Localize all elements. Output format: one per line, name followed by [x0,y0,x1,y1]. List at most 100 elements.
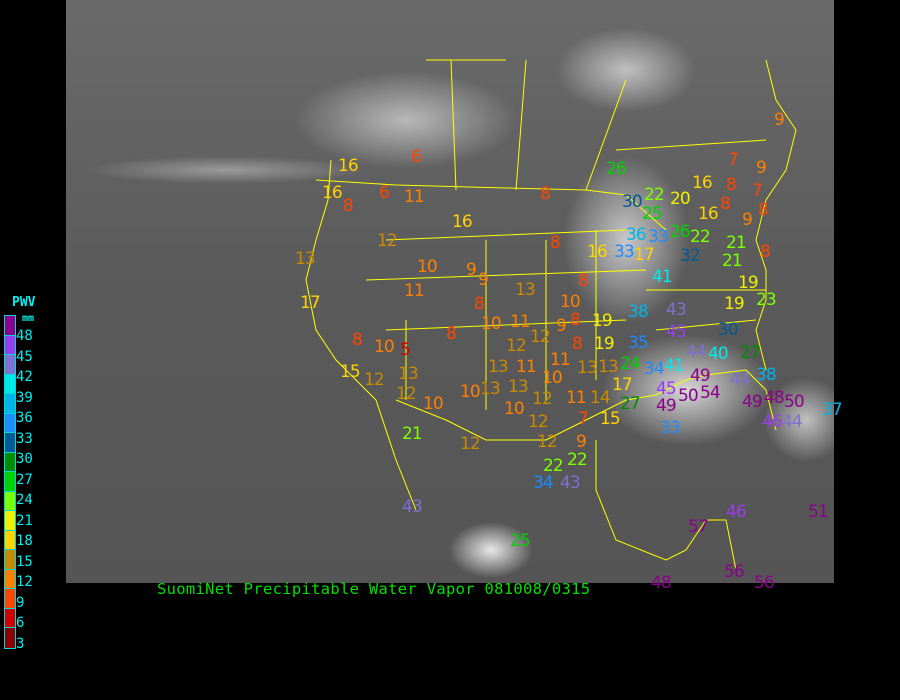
station-pwv-value: 10 [423,394,444,414]
legend-label: 27 [16,471,33,488]
station-pwv-value: 8 [726,175,737,195]
legend-title: PWV [12,295,36,310]
station-pwv-value: 43 [666,300,687,320]
station-pwv-value: 10 [542,368,563,388]
station-pwv-value: 11 [550,350,571,370]
station-pwv-value: 19 [592,311,613,331]
station-pwv-value: 44 [782,412,803,432]
legend-swatch [5,355,15,375]
station-pwv-value: 48 [764,388,785,408]
station-pwv-value: 16 [322,183,343,203]
station-pwv-value: 13 [295,249,316,269]
station-pwv-value: 56 [754,573,775,593]
station-pwv-value: 8 [540,184,551,204]
station-pwv-value: 11 [516,357,537,377]
station-pwv-value: 19 [594,334,615,354]
station-pwv-value: 8 [760,242,771,262]
legend-swatch [5,511,15,531]
station-pwv-value: 17 [612,375,633,395]
station-pwv-value: 12 [532,389,553,409]
station-pwv-value: 11 [510,312,531,332]
station-pwv-value: 10 [504,399,525,419]
station-pwv-value: 21 [722,251,743,271]
station-pwv-value: 6 [411,147,422,167]
station-pwv-value: 22 [543,456,564,476]
station-pwv-value: 22 [644,185,665,205]
pwv-color-scale [4,315,16,649]
legend-swatch [5,374,15,394]
station-pwv-value: 9 [742,210,753,230]
station-pwv-value: 43 [402,497,423,517]
legend-swatch [5,491,15,511]
station-pwv-value: 40 [708,344,729,364]
station-pwv-value: 16 [452,212,473,232]
legend-label: 48 [16,328,33,344]
legend-swatch [5,628,15,648]
station-pwv-value: 49 [656,396,677,416]
legend-label: 15 [16,553,33,570]
station-pwv-value: 13 [515,280,536,300]
legend-unit: mm [22,313,35,324]
station-pwv-value: 30 [622,192,643,212]
station-pwv-value: 17 [300,293,321,313]
station-pwv-value: 7 [728,150,739,170]
station-pwv-value: 12 [528,412,549,432]
station-pwv-value: 15 [340,362,361,382]
station-pwv-value: 9 [756,158,767,178]
legend-swatch [5,394,15,414]
station-pwv-value: 13 [398,364,419,384]
legend-swatch [5,472,15,492]
station-pwv-value: 50 [784,392,805,412]
station-pwv-value: 41 [652,267,673,287]
station-pwv-value: 12 [460,434,481,454]
station-pwv-value: 38 [628,302,649,322]
station-pwv-value: 46 [762,412,783,432]
legend-label: 12 [16,574,33,590]
station-pwv-value: 13 [577,358,598,378]
station-pwv-value: 8 [720,194,731,214]
station-pwv-value: 11 [404,187,425,207]
station-pwv-value: 38 [756,365,777,385]
legend-swatch [5,569,15,589]
station-pwv-value: 10 [460,382,481,402]
station-pwv-value: 30 [718,320,739,340]
station-pwv-value: 49 [742,392,763,412]
station-pwv-value: 9 [478,270,489,290]
legend-swatch [5,530,15,550]
station-pwv-value: 7 [578,409,589,429]
station-pwv-value: 51 [808,502,829,522]
legend-swatch [5,589,15,609]
station-pwv-value: 14 [590,388,611,408]
station-pwv-value: 41 [664,356,685,376]
station-pwv-value: 22 [690,227,711,247]
station-pwv-value: 13 [508,377,529,397]
station-pwv-value: 12 [537,432,558,452]
station-pwv-value: 56 [724,562,745,582]
station-pwv-value: 12 [396,384,417,404]
legend-label: 33 [16,430,33,447]
station-pwv-value: 37 [822,400,843,420]
legend-swatch [5,335,15,355]
station-pwv-value: 16 [692,173,713,193]
satellite-map [66,0,834,583]
station-pwv-value: 21 [402,424,423,444]
station-pwv-value: 32 [680,246,701,266]
east-coast [755,59,797,371]
station-pwv-value: 20 [670,189,691,209]
station-pwv-value: 8 [446,324,457,344]
legend-swatch [5,316,15,336]
mexico-coast [595,440,737,571]
station-pwv-value: 8 [758,200,769,220]
station-pwv-value: 11 [404,281,425,301]
legend-label: 30 [16,451,33,467]
map-title: SuomiNet Precipitable Water Vapor 081008… [157,580,591,598]
station-pwv-value: 24 [620,354,641,374]
station-pwv-value: 23 [756,290,777,310]
station-pwv-value: 25 [642,204,663,224]
state-borders [305,59,797,571]
station-pwv-value: 27 [740,343,761,363]
station-pwv-value: 8 [352,330,363,350]
station-pwv-value: 26 [606,159,627,179]
station-pwv-value: 12 [377,231,398,251]
station-pwv-value: 57 [688,517,709,537]
